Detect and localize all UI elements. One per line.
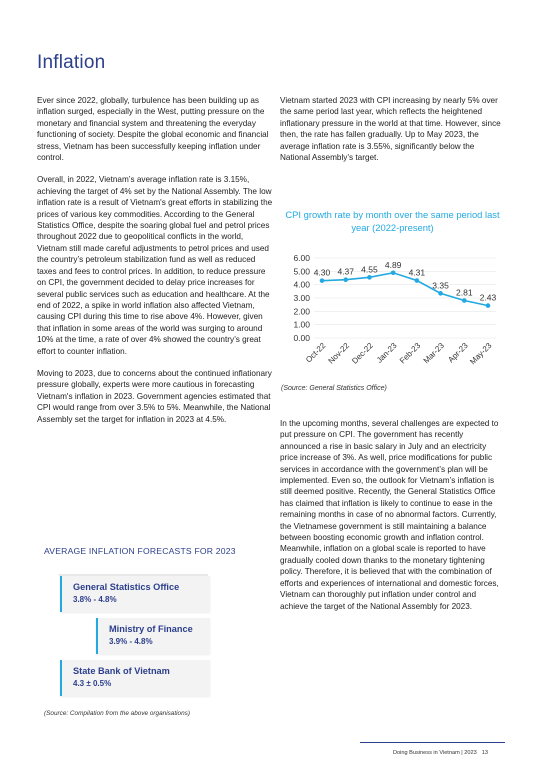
x-tick-label: Feb-23 (398, 341, 423, 366)
forecast-box-sbv: State Bank of Vietnam 4.3 ± 0.5% (60, 660, 210, 696)
page-number: 13 (481, 750, 488, 756)
forecast-box-gso: General Statistics Office 3.8% - 4.8% (60, 576, 210, 612)
forecast-range: 3.9% - 4.8% (109, 637, 153, 646)
paragraph: Vietnam started 2023 with CPI increasing… (280, 96, 501, 163)
y-tick-label: 1.00 (293, 320, 310, 330)
accent-bar (60, 576, 62, 612)
data-point (461, 298, 467, 303)
cpi-line-chart: 6.00 5.00 4.00 3.00 2.00 1.00 0.00 4.30 4.37 4.55… (293, 253, 497, 367)
right-column-bottom: In the upcoming months, several challeng… (280, 418, 502, 612)
y-tick-label: 4.00 (293, 280, 310, 290)
data-point (390, 270, 396, 276)
paragraph: In the upcoming months, several challeng… (280, 419, 499, 611)
data-point (414, 278, 420, 283)
series-line (321, 271, 489, 307)
data-label: 2.81 (456, 288, 473, 298)
chart-source: (Source: General Statistics Office) (281, 385, 387, 392)
data-label: 2.43 (480, 293, 497, 303)
data-point (485, 303, 491, 308)
footer-divider (360, 742, 505, 743)
data-label: 4.55 (361, 264, 378, 274)
forecast-range: 3.8% - 4.8% (73, 595, 117, 604)
x-tick-label: May-23 (468, 341, 494, 367)
forecasts-title: AVERAGE INFLATION FORECASTS FOR 2023 (44, 546, 236, 556)
paragraph: Ever since 2022, globally, turbulence ha… (37, 96, 269, 163)
forecast-org-name: General Statistics Office (73, 582, 180, 592)
accent-bar (60, 660, 62, 696)
y-tick-label: 6.00 (293, 253, 310, 263)
forecast-org-name: Ministry of Finance (109, 624, 193, 634)
chart-title: CPI growth rate by month over the same p… (285, 209, 500, 233)
x-tick-label: Nov-22 (327, 341, 352, 366)
y-tick-label: 2.00 (293, 306, 310, 316)
left-column: Ever since 2022, globally, turbulence ha… (37, 95, 274, 436)
paragraph: Overall, in 2022, Vietnam’s average infl… (37, 175, 273, 356)
y-tick-label: 5.00 (293, 266, 310, 276)
x-tick-label: Mar-23 (422, 341, 447, 366)
x-tick-label: Oct-22 (304, 341, 328, 365)
paragraph: Moving to 2023, due to concerns about th… (37, 368, 272, 424)
footer-label: Doing Business in Vietnam | 2023 (393, 750, 477, 756)
data-point (367, 275, 372, 280)
x-tick-label: Apr-23 (446, 341, 470, 365)
x-tick-label: Jan-23 (375, 341, 399, 365)
forecast-org-name: State Bank of Vietnam (73, 666, 170, 676)
data-label: 4.89 (385, 260, 402, 270)
forecast-box-mof: Ministry of Finance 3.9% - 4.8% (96, 618, 210, 654)
forecast-range: 4.3 ± 0.5% (73, 679, 112, 688)
y-tick-label: 3.00 (293, 293, 310, 303)
data-label: 4.31 (409, 268, 426, 278)
accent-bar (96, 618, 98, 654)
data-label: 4.37 (337, 267, 354, 277)
data-label: 4.30 (314, 268, 331, 278)
right-column-top: Vietnam started 2023 with CPI increasing… (280, 95, 502, 174)
data-label: 3.35 (432, 280, 449, 290)
y-tick-label: 0.00 (293, 333, 310, 343)
x-tick-label: Dec-22 (350, 341, 375, 366)
page-title: Inflation (37, 52, 106, 73)
forecast-source: (Source: Compilation from the above orga… (44, 710, 190, 717)
page-footer: Doing Business in Vietnam | 2023 13 (393, 750, 488, 756)
data-point (343, 277, 349, 283)
data-point (319, 278, 325, 283)
data-point (438, 291, 443, 296)
